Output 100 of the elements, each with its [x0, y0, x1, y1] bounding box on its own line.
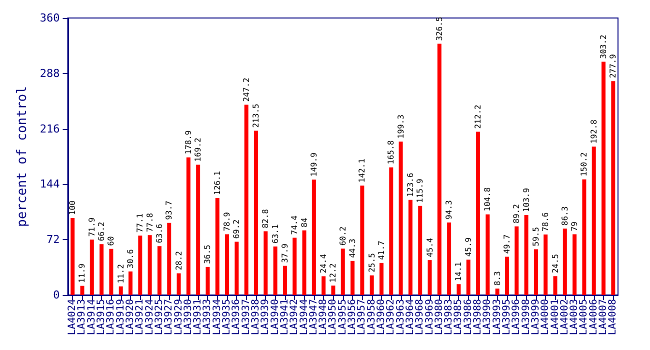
data-label: 103.9 [522, 188, 531, 212]
x-tick-label: LA3931 [192, 299, 204, 336]
data-label: 11.9 [78, 263, 87, 283]
bar [148, 235, 152, 295]
bar [437, 44, 442, 295]
x-tick-label: LA3988 [472, 299, 484, 336]
data-label: 24.4 [319, 254, 328, 274]
bar [611, 81, 616, 295]
bar [514, 226, 519, 295]
bar [118, 286, 123, 295]
bar [244, 104, 248, 295]
data-label: 45.4 [425, 238, 434, 258]
x-tick-label: LA3956 [347, 299, 358, 336]
data-label: 8.3 [492, 270, 502, 286]
x-tick-label: LA4024 [67, 299, 78, 336]
data-label: 78.6 [541, 212, 550, 232]
x-tick-label: LA3934 [212, 299, 223, 336]
data-label: 326.5 [434, 16, 444, 41]
x-tick-label: LA3916 [106, 299, 117, 336]
bar [562, 228, 567, 295]
y-tick-label: 288 [40, 66, 60, 80]
data-label: 77.1 [136, 213, 145, 233]
bar [602, 62, 606, 295]
x-tick-label: LA3929 [173, 299, 184, 336]
x-tick-label: LA3998 [520, 299, 532, 336]
data-label: 25.5 [367, 252, 376, 272]
y-axis-title: percent of control [15, 86, 30, 227]
data-label: 178.9 [184, 130, 193, 154]
bar [90, 240, 94, 295]
x-tick-label: LA3962 [386, 299, 397, 336]
bar [70, 218, 75, 295]
bar [544, 234, 548, 295]
bar [350, 260, 355, 295]
data-label: 104.8 [483, 187, 492, 212]
x-tick-label: LA3940 [270, 299, 281, 336]
data-label: 247.2 [242, 78, 251, 102]
x-tick-label: LA3935 [222, 299, 233, 336]
bar [524, 215, 528, 295]
data-label: 71.9 [87, 217, 96, 237]
bar [379, 262, 384, 295]
data-label: 74.4 [290, 215, 300, 235]
bar [273, 246, 278, 295]
data-label: 149.9 [309, 152, 318, 177]
data-label: 115.9 [416, 178, 425, 203]
y-tick-label: 72 [46, 233, 60, 246]
bar [80, 286, 84, 295]
bar [456, 284, 461, 295]
x-tick-label: LA3960 [376, 299, 387, 336]
x-tick-label: LA3986 [462, 299, 474, 336]
data-label: 14.1 [454, 262, 464, 282]
data-label: 277.9 [608, 54, 618, 78]
data-label: 24.5 [550, 254, 560, 274]
data-label: 213.5 [252, 103, 261, 128]
bar [167, 222, 172, 295]
x-tick-label: LA3968 [414, 299, 426, 336]
data-label: 12.2 [328, 263, 338, 283]
bar [428, 260, 432, 295]
x-tick-label: LA4002 [559, 299, 570, 336]
x-tick-label: LA3937 [240, 299, 252, 336]
bar [572, 234, 577, 295]
x-tick-label: LA4003 [569, 299, 580, 336]
x-tick-label: LA4008 [608, 299, 619, 336]
bar [408, 200, 412, 295]
bar [495, 288, 500, 295]
data-label: 66.2 [97, 222, 106, 242]
x-tick-label: LA3930 [182, 299, 194, 336]
x-tick-label: LA3950 [328, 299, 339, 336]
bar [340, 248, 345, 295]
data-label: 30.6 [126, 249, 136, 268]
data-label: 60.2 [338, 226, 348, 246]
bar [138, 236, 142, 295]
data-label: 63.1 [270, 224, 280, 244]
data-label: 60 [106, 236, 116, 246]
data-label: 93.7 [164, 200, 174, 220]
bar [109, 248, 114, 295]
data-label: 199.3 [396, 114, 406, 139]
bar [398, 142, 403, 295]
bar [206, 266, 210, 295]
bar [476, 132, 480, 295]
x-tick-label: LA3939 [260, 299, 272, 336]
bar [100, 244, 104, 295]
y-tick-label: 216 [40, 122, 60, 136]
x-tick-label: LA3921 [134, 299, 146, 336]
y-tick-label: 0 [53, 288, 60, 302]
bar [292, 238, 297, 295]
data-label: 94.3 [444, 200, 454, 220]
x-tick-label: LA3948 [318, 299, 330, 336]
data-label: 45.9 [464, 237, 473, 257]
x-tick-label: LA3947 [308, 299, 320, 336]
x-tick-label: LA3914 [86, 299, 98, 336]
data-label: 192.8 [589, 119, 598, 144]
data-label: 37.9 [280, 243, 290, 263]
x-tick-label: LA3925 [154, 299, 165, 336]
x-tick-label: LA3969 [424, 299, 436, 336]
x-tick-label: LA3942 [289, 299, 300, 336]
y-tick-label: 360 [40, 12, 60, 24]
data-label: 100 [68, 200, 78, 216]
bar [225, 234, 230, 295]
x-tick-label: LA4006 [588, 299, 600, 336]
bar [282, 266, 287, 295]
